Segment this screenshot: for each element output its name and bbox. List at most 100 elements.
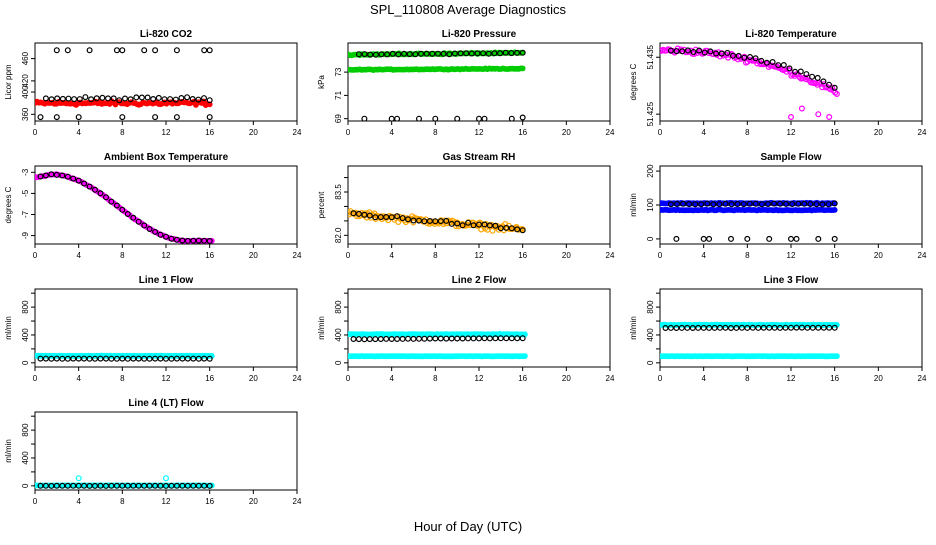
x-tick-label: 20 — [874, 251, 883, 260]
chart-panel-8: Line 2 Flow 0 4 8 12 16 20 24 0 400 800 ml/min — [317, 275, 615, 383]
x-tick-label: 24 — [918, 128, 927, 137]
data-point — [770, 200, 777, 207]
x-tick-label: 8 — [120, 251, 125, 260]
data-point — [178, 94, 185, 101]
series-average — [667, 200, 838, 242]
data-point — [667, 324, 674, 331]
outlier-point — [766, 235, 773, 242]
data-point — [42, 95, 49, 102]
y-tick-label: 400 — [646, 328, 655, 342]
data-point — [834, 353, 840, 360]
data-point — [65, 95, 72, 102]
data-point — [173, 482, 180, 489]
data-point — [201, 237, 208, 244]
y-tick-label: 0 — [21, 360, 30, 365]
data-point — [152, 228, 159, 235]
outlier-point — [826, 113, 833, 120]
y-tick-label: 460 — [21, 51, 30, 65]
x-tick-label: 0 — [33, 497, 38, 506]
outlier-point — [416, 115, 422, 121]
y-axis-label: percent — [317, 191, 326, 218]
data-point — [367, 51, 374, 58]
x-tick-label: 16 — [830, 251, 839, 260]
x-tick-label: 0 — [346, 374, 351, 383]
outlier-point — [361, 115, 368, 121]
x-tick-label: 16 — [205, 128, 214, 137]
data-point — [480, 50, 487, 57]
chart-panel-6: Sample Flow 0 4 8 12 16 20 24 0 100 200 ml/min — [629, 152, 927, 260]
panel-title: Line 4 (LT) Flow — [128, 398, 204, 409]
data-point — [133, 94, 140, 101]
data-point — [37, 355, 44, 362]
data-point — [764, 201, 771, 208]
data-point — [813, 201, 820, 208]
data-point — [399, 335, 406, 342]
series-raw — [660, 45, 840, 120]
data-point — [766, 324, 773, 331]
x-tick-label: 24 — [293, 497, 302, 506]
data-point — [690, 48, 697, 55]
data-point — [457, 50, 464, 57]
data-point — [476, 221, 483, 228]
y-tick-label: -7 — [21, 210, 30, 218]
data-point — [108, 198, 115, 205]
y-tick-label: 800 — [21, 423, 30, 437]
data-point — [667, 47, 674, 54]
data-point — [755, 324, 762, 331]
data-point — [695, 324, 702, 331]
data-point — [513, 49, 520, 56]
data-point — [59, 172, 66, 179]
data-point — [492, 222, 499, 229]
data-point — [416, 335, 423, 342]
outlier-point — [787, 235, 794, 242]
outlier-point — [508, 115, 515, 121]
data-point — [399, 215, 406, 222]
data-point — [459, 335, 466, 342]
y-axis-label: Licor ppm — [4, 64, 13, 99]
data-point — [195, 237, 202, 244]
x-tick-label: 20 — [562, 374, 571, 383]
data-point — [679, 48, 686, 55]
x-tick-label: 16 — [205, 497, 214, 506]
series-raw-low — [660, 206, 838, 214]
x-tick-label: 16 — [830, 374, 839, 383]
outlier-point — [119, 47, 126, 54]
x-tick-label: 8 — [745, 251, 750, 260]
x-tick-label: 4 — [389, 251, 394, 260]
data-point — [48, 171, 55, 178]
data-point — [497, 335, 504, 342]
outlier-point — [201, 47, 208, 54]
x-tick-label: 0 — [658, 128, 663, 137]
data-point — [789, 201, 796, 208]
data-point — [734, 201, 741, 208]
series-average — [662, 324, 838, 332]
data-point — [82, 94, 89, 101]
y-tick-label: 69 — [334, 114, 343, 123]
x-tick-label: 12 — [162, 497, 171, 506]
data-point — [826, 324, 833, 331]
data-point — [97, 482, 104, 489]
data-point — [443, 335, 450, 342]
data-point — [70, 175, 77, 182]
chart-panel-2: Li-820 Pressure 0 4 8 12 16 20 24 69 71 73 kPa — [317, 29, 615, 137]
outlier-point — [454, 115, 461, 121]
panel-title: Ambient Box Temperature — [104, 152, 229, 163]
data-point — [673, 48, 680, 55]
outlier-point — [206, 114, 213, 121]
data-point — [146, 482, 153, 489]
data-point — [514, 335, 521, 342]
x-tick-label: 12 — [162, 374, 171, 383]
panel-title: Line 1 Flow — [139, 275, 194, 286]
data-point — [361, 336, 368, 343]
y-axis-label: ml/min — [629, 316, 638, 340]
data-point — [355, 336, 362, 343]
data-point — [355, 210, 362, 217]
data-point — [522, 353, 528, 360]
data-point — [119, 355, 126, 362]
data-point — [168, 235, 175, 242]
outlier-point — [394, 115, 401, 121]
y-axis-label: degrees C — [4, 186, 13, 223]
data-point — [752, 200, 759, 207]
data-point — [116, 97, 123, 104]
